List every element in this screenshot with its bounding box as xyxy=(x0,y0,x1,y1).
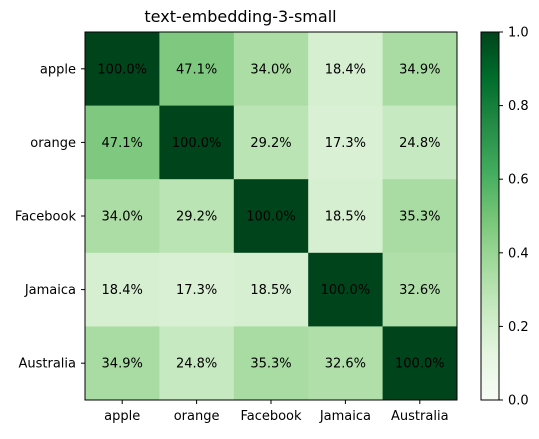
x-tick-label: Facebook xyxy=(240,409,302,424)
cell-value-label: 17.3% xyxy=(325,136,366,151)
cell-value-label: 32.6% xyxy=(325,357,366,372)
heatmap-cell xyxy=(159,105,235,180)
heatmap-cell xyxy=(85,179,160,254)
colorbar-tick-label: 0.8 xyxy=(508,99,529,114)
colorbar-tick-label: 0.2 xyxy=(508,320,529,335)
heatmap-cell xyxy=(308,326,383,401)
heatmap-cell xyxy=(85,32,160,106)
colorbar-tick-label: 0.4 xyxy=(508,246,529,261)
heatmap-cell xyxy=(382,252,458,327)
cell-value-label: 100.0% xyxy=(97,62,147,77)
y-axis: apple orange Facebook Jamaica Australia xyxy=(15,62,85,372)
cell-value-label: 34.0% xyxy=(102,210,143,225)
cell-value-label: 35.3% xyxy=(399,210,440,225)
cell-value-label: 29.2% xyxy=(250,136,291,151)
y-tick-label: Australia xyxy=(18,357,76,372)
y-tick-label: Facebook xyxy=(15,210,77,225)
heatmap-cell xyxy=(159,252,235,327)
heatmap-cell xyxy=(382,179,458,254)
cell-value-label: 17.3% xyxy=(176,283,217,298)
chart-title: text-embedding-3-small xyxy=(144,7,336,26)
heatmap-cell xyxy=(233,326,309,401)
heatmap-cell xyxy=(233,179,309,254)
heatmap-cell xyxy=(308,105,383,180)
cell-value-label: 47.1% xyxy=(176,62,217,77)
colorbar-gradient xyxy=(480,31,500,401)
y-tick-label: orange xyxy=(30,136,76,151)
x-tick-label: Jamaica xyxy=(319,409,371,424)
cell-value-label: 32.6% xyxy=(399,283,440,298)
x-axis: apple orange Facebook Jamaica Australia xyxy=(104,400,449,424)
heatmap-cell xyxy=(233,32,309,106)
heatmap-cell xyxy=(382,32,458,106)
heatmap-cell xyxy=(308,252,383,327)
heatmap-cell xyxy=(85,252,160,327)
cell-value-label: 34.0% xyxy=(250,62,291,77)
heatmap-cell xyxy=(159,326,235,401)
y-tick-label: Jamaica xyxy=(24,283,76,298)
cell-value-label: 18.4% xyxy=(102,283,143,298)
cell-value-label: 18.5% xyxy=(250,283,291,298)
heatmap-cell xyxy=(382,326,458,401)
cell-value-label: 35.3% xyxy=(250,357,291,372)
heatmap-cell xyxy=(308,179,383,254)
cell-value-label: 100.0% xyxy=(321,283,371,298)
cell-value-label: 100.0% xyxy=(246,210,296,225)
x-tick-label: orange xyxy=(174,409,220,424)
cell-value-label: 47.1% xyxy=(102,136,143,151)
colorbar-tick-label: 0.0 xyxy=(508,394,529,409)
cell-value-label: 34.9% xyxy=(102,357,143,372)
colorbar-tick-label: 1.0 xyxy=(508,26,529,41)
cell-value-label: 100.0% xyxy=(172,136,222,151)
heatmap-cells xyxy=(85,32,458,401)
heatmap-cell xyxy=(382,105,458,180)
cell-value-label: 100.0% xyxy=(395,357,445,372)
heatmap-cell xyxy=(159,32,235,106)
heatmap-cell xyxy=(85,326,160,401)
x-tick-label: apple xyxy=(104,409,140,424)
plot-frame xyxy=(84,31,458,401)
cell-value-label: 24.8% xyxy=(399,136,440,151)
cell-value-label: 29.2% xyxy=(176,210,217,225)
x-tick-label: Australia xyxy=(391,409,449,424)
colorbar: 0.0 0.2 0.4 0.6 0.8 1.0 xyxy=(480,26,529,409)
heatmap-cell-labels: 100.0% 47.1% 34.0% 18.4% 34.9% 47.1% 100.0% 29.… xyxy=(97,62,444,371)
heatmap-cell xyxy=(233,252,309,327)
cell-value-label: 18.5% xyxy=(325,210,366,225)
heatmap-cell xyxy=(159,179,235,254)
cell-value-label: 34.9% xyxy=(399,62,440,77)
heatmap-cell xyxy=(233,105,309,180)
y-tick-label: apple xyxy=(40,62,76,77)
heatmap-cell xyxy=(308,32,383,106)
cell-value-label: 24.8% xyxy=(176,357,217,372)
heatmap-cell xyxy=(85,105,160,180)
cell-value-label: 18.4% xyxy=(325,62,366,77)
colorbar-tick-label: 0.6 xyxy=(508,173,529,188)
